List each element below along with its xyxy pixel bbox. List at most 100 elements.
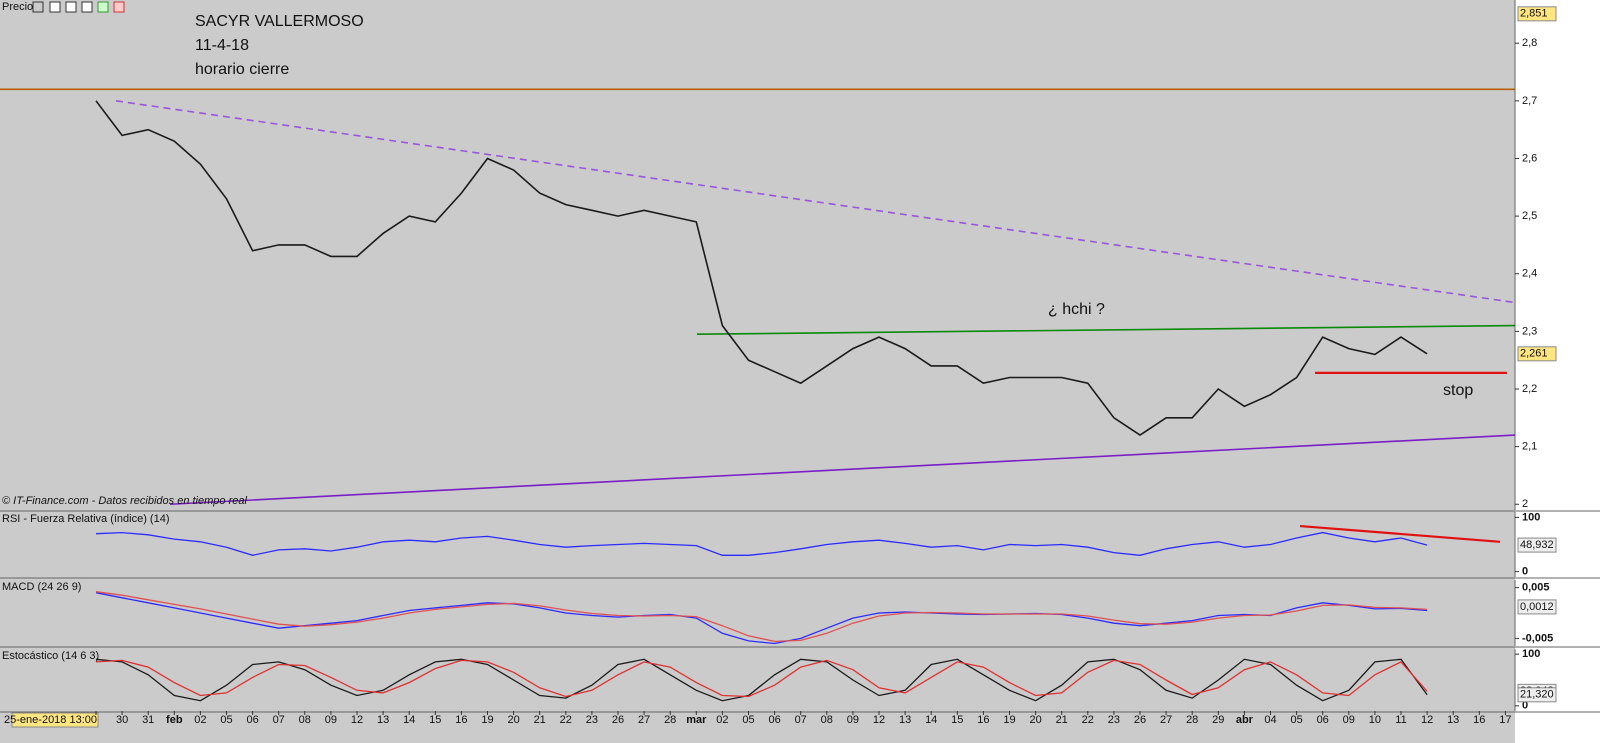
x-tick-label: 15 [429,714,441,726]
x-tick-label: 26 [612,714,624,726]
x-tick-label: 16 [455,714,467,726]
x-tick-label: 29 [1212,714,1224,726]
x-tick-label: 21 [1056,714,1068,726]
x-tick-label: 12 [873,714,885,726]
x-tick-label: 16 [977,714,989,726]
trend-line [1299,524,1501,543]
x-tick-label: abr [1236,714,1254,726]
y-tick-label: 2,7 [1522,95,1537,107]
x-tick-label: 20 [1029,714,1041,726]
y-tick-label: 2,6 [1522,152,1537,164]
x-tick-label: 02 [194,714,206,726]
x-tick-label: 09 [1343,714,1355,726]
panel-title: Precio [2,1,33,13]
y-tick-label: 2,5 [1522,210,1537,222]
x-tick-label: 28 [664,714,676,726]
x-tick-label: 17 [1499,714,1511,726]
x-tick-label: 07 [795,714,807,726]
current-value-label: 2,851 [1520,8,1548,20]
x-tick-label: 05 [742,714,754,726]
x-tick-label: 06 [1317,714,1329,726]
series-line [95,659,1428,698]
panel-title: RSI - Fuerza Relativa (índice) (14) [2,513,170,525]
note: ¿ hchi ? [1048,301,1105,318]
x-tick-label: 25-ene-2018 13:00 [4,714,97,726]
current-value-box [1517,346,1557,362]
x-tick-label: 31 [142,714,154,726]
x-tick-label: 14 [403,714,415,726]
series-line [95,591,1428,643]
current-value-label: 2,261 [1520,348,1548,360]
panel-title: Estocástico (14 6 3) [2,650,99,662]
trend-line [696,324,1516,336]
x-tick-label: 23 [586,714,598,726]
x-tick-label: 26 [1134,714,1146,726]
trend-line [115,100,1516,304]
x-tick-label: feb [166,714,183,726]
y-tick-label: 2,8 [1522,37,1537,49]
x-tick-label: 21 [534,714,546,726]
x-tick-label: 09 [325,714,337,726]
current-value-label: 0,0012 [1520,601,1554,613]
x-tick-label: 02 [716,714,728,726]
x-tick-label: 19 [1003,714,1015,726]
y-tick-label: 2,3 [1522,325,1537,337]
x-tick-label: 12 [351,714,363,726]
x-tick-label: 30 [116,714,128,726]
x-tick-label: 14 [925,714,937,726]
x-tick-label: 10 [1369,714,1381,726]
x-tick-label: 05 [220,714,232,726]
current-value-box [1517,599,1557,615]
y-tick-label: 0,005 [1522,582,1550,594]
x-tick-label: 27 [638,714,650,726]
note: stop [1443,382,1473,399]
y-tick-label: -0,005 [1522,632,1553,644]
annotation: 11-4-18 [195,37,249,54]
axis-background [1515,0,1600,743]
annotation: horario cierre [195,61,289,78]
x-tick-label: 16 [1473,714,1485,726]
current-value-label: 48,932 [1520,539,1554,551]
x-tick-label: 06 [768,714,780,726]
trend-line [169,434,1516,506]
x-tick-label: 13 [899,714,911,726]
y-tick-label: 2,2 [1522,383,1537,395]
current-value-box [1517,6,1557,22]
x-tick-label: 27 [1160,714,1172,726]
x-tick-label: 09 [847,714,859,726]
x-tick-label: 13 [377,714,389,726]
plot-background [0,0,1515,743]
x-tick-label: 23 [1108,714,1120,726]
series-line [95,531,1428,556]
x-tick-label: 08 [299,714,311,726]
y-tick-label: 100 [1522,648,1540,660]
panel-title: MACD (24 26 9) [2,581,81,593]
y-tick-label: 2 [1522,498,1528,510]
current-value-box [1517,537,1557,553]
x-tick-label: 11 [1395,714,1406,726]
x-tick-label: 19 [481,714,493,726]
source: © IT-Finance.com - Datos recibidos en ti… [2,495,247,507]
x-tick-label: 22 [1082,714,1094,726]
x-tick-label: 15 [951,714,963,726]
y-tick-label: 2,4 [1522,268,1537,280]
series-line [95,658,1428,702]
x-tick-label: 12 [1421,714,1433,726]
x-tick-label: 06 [246,714,258,726]
x-tick-label: 13 [1447,714,1459,726]
current-value-box [1517,687,1557,703]
series-line [95,592,1428,645]
x-tick-label: 04 [1264,714,1276,726]
toolbar-icons[interactable] [32,1,125,13]
x-tick-label: 28 [1186,714,1198,726]
series-line [95,100,1428,437]
current-value-label: 21,320 [1520,689,1554,701]
y-tick-label: 0 [1522,700,1528,712]
y-tick-label: 100 [1522,511,1540,523]
x-tick-label: 20 [507,714,519,726]
x-tick-label: 08 [821,714,833,726]
x-tick-label: 05 [1290,714,1302,726]
x-tick-label: 07 [273,714,285,726]
x-tick-label: 22 [560,714,572,726]
